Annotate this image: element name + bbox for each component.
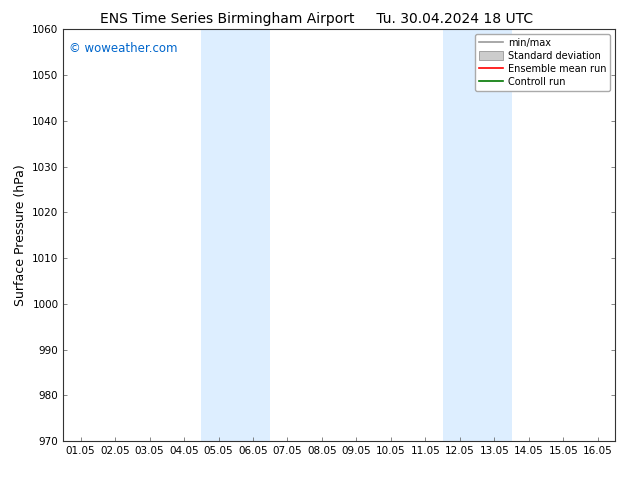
Y-axis label: Surface Pressure (hPa): Surface Pressure (hPa) bbox=[14, 164, 27, 306]
Text: ENS Time Series Birmingham Airport     Tu. 30.04.2024 18 UTC: ENS Time Series Birmingham Airport Tu. 3… bbox=[100, 12, 534, 26]
Bar bbox=[443, 29, 512, 441]
Text: © woweather.com: © woweather.com bbox=[69, 42, 178, 55]
Legend: min/max, Standard deviation, Ensemble mean run, Controll run: min/max, Standard deviation, Ensemble me… bbox=[475, 34, 610, 91]
Bar bbox=[202, 29, 270, 441]
